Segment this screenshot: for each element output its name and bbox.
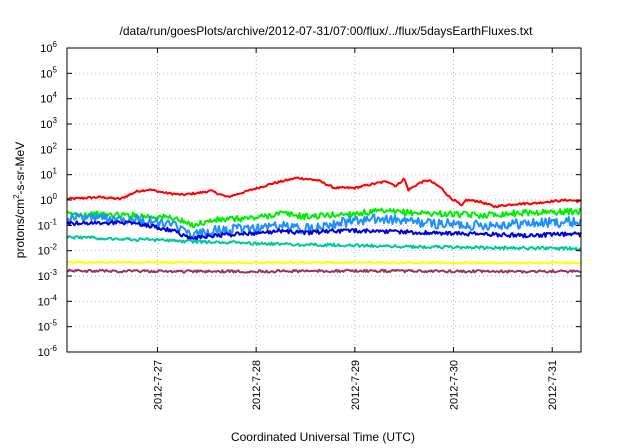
y-tick-label: 10-6 <box>38 344 58 359</box>
y-tick-label: 101 <box>40 167 57 182</box>
series-line-4 <box>66 219 582 241</box>
axis-ticks <box>67 47 581 353</box>
y-tick-label: 105 <box>40 65 57 80</box>
x-tick-label: 2012-7-28 <box>251 360 263 410</box>
x-tick-label: 2012-7-27 <box>152 360 164 410</box>
y-tick-label: 103 <box>40 116 57 131</box>
series-line-6 <box>66 260 582 265</box>
y-axis-label: protons/cm2-s-sr-MeV <box>12 142 27 258</box>
series-line-3 <box>66 212 582 239</box>
y-tick-label: 102 <box>40 141 57 156</box>
x-tick-label: 2012-7-30 <box>449 360 461 410</box>
data-series-group <box>66 176 582 274</box>
series-line-5 <box>66 234 582 252</box>
series-line-1 <box>66 176 582 209</box>
y-tick-labels: 106 105 104 103 102 101 100 10-1 10-2 10-3 10-4 10-… <box>38 40 58 359</box>
x-tick-labels: 2012-7-27 2012-7-28 2012-7-29 2012-7-30 2012… <box>152 360 559 410</box>
y-axis-label-superscript: 2 <box>12 194 21 199</box>
y-tick-label: 10-2 <box>38 243 58 258</box>
series-line-7 <box>67 268 582 274</box>
y-tick-label: 104 <box>40 91 57 106</box>
x-axis-label: Coordinated Universal Time (UTC) <box>231 430 415 444</box>
y-tick-label: 10-1 <box>38 217 58 232</box>
x-tick-label: 2012-7-31 <box>547 360 559 410</box>
series-line-2 <box>66 207 582 229</box>
chart-title: /data/run/goesPlots/archive/2012-07-31/0… <box>120 24 534 38</box>
y-tick-label: 106 <box>40 40 57 55</box>
x-tick-label: 2012-7-29 <box>350 360 362 410</box>
y-tick-label: 10-3 <box>38 268 58 283</box>
y-tick-label: 100 <box>40 192 57 207</box>
y-tick-label: 10-5 <box>38 319 58 334</box>
y-tick-label: 10-4 <box>38 293 58 308</box>
grid-lines <box>67 48 581 352</box>
